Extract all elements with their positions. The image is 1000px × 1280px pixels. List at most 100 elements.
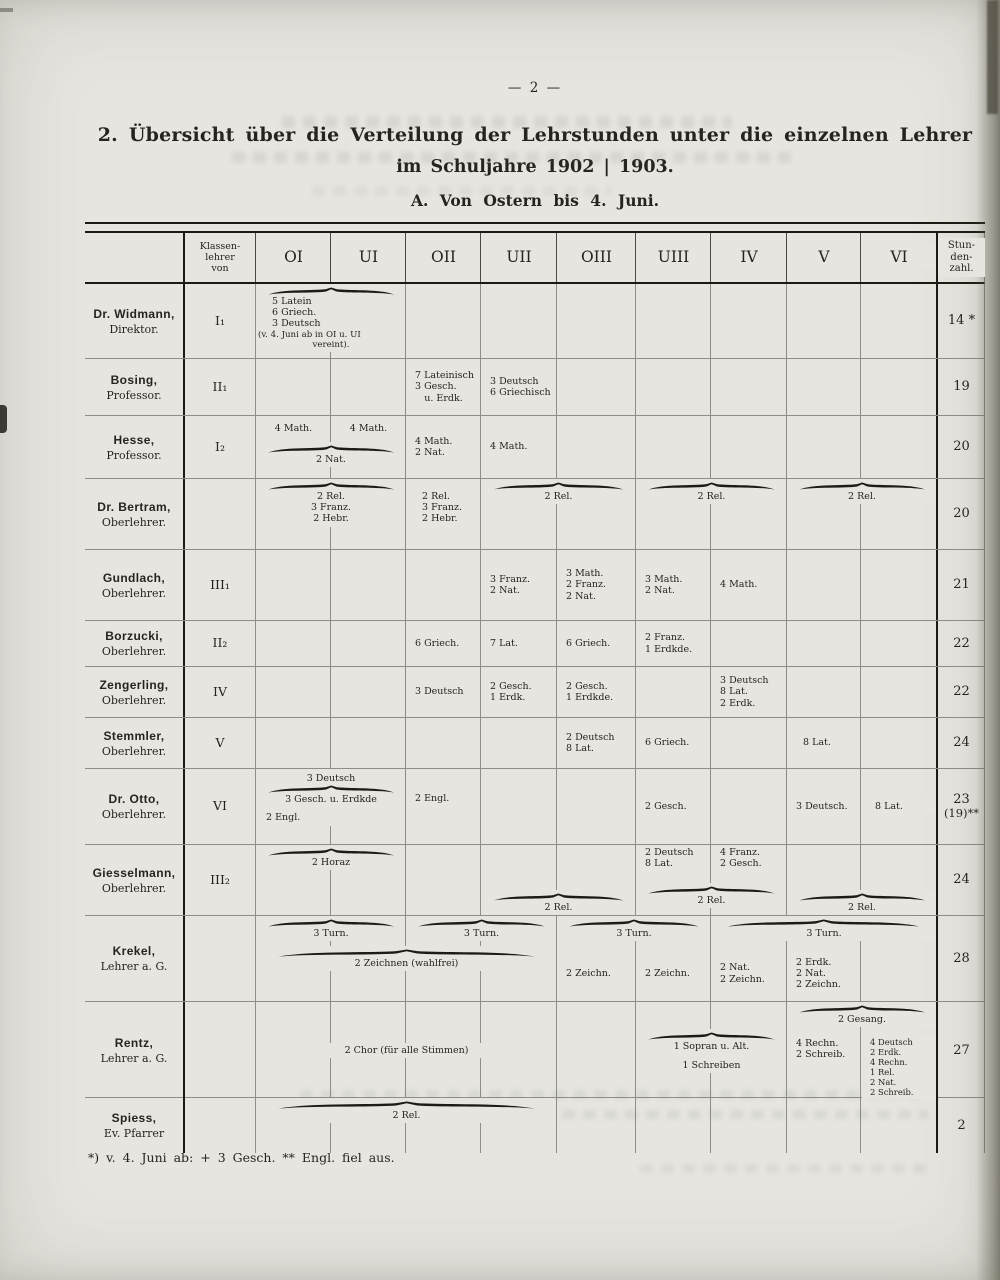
class-assignment: IV <box>185 683 255 702</box>
subject-entry: 2 Zeichn. <box>645 967 690 979</box>
hours-cell: 27 <box>938 1041 985 1060</box>
subject-cell: 2 Gesch. <box>637 798 710 815</box>
brace-joining-classes <box>798 482 926 490</box>
subject-cell: 3 Deutsch 8 Lat. 2 Erdk. <box>712 673 786 711</box>
subject-entry: V <box>818 248 830 267</box>
teacher-name: Hesse, <box>113 432 155 447</box>
subject-entry: 3 Turn. <box>313 928 349 939</box>
teacher-cell: Rentz, Lehrer a. G. <box>85 1002 183 1099</box>
subject-cell: 7 Lat. <box>482 635 556 652</box>
header-class-uiii: UIII <box>637 246 710 269</box>
header-class-oiii: OIII <box>558 246 635 269</box>
class-assignment: II₁ <box>185 378 255 397</box>
teacher-name: Dr. Widmann, <box>93 306 175 321</box>
subject-entry: UIII <box>657 248 690 267</box>
column-line <box>860 284 936 358</box>
subject-entry: 27 <box>953 1043 970 1059</box>
subject-entry: 2 Chor (für alle Stimmen) <box>344 1045 469 1057</box>
subject-entry: 24 <box>953 872 970 888</box>
subject-entry: UI <box>358 248 379 267</box>
column-line <box>480 284 556 358</box>
teacher-cell: Giesselmann, Oberlehrer. <box>85 845 183 915</box>
subject-entry: 3 Gesch. u. Erdkde <box>285 794 377 806</box>
column-line <box>330 359 405 415</box>
subject-entry: 6 Griech. <box>645 737 690 749</box>
header-class-oi: OI <box>257 246 330 269</box>
subject-entry: 2 Franz. <box>566 579 607 591</box>
subject-cell: 2 Gesch. 1 Erdkde. <box>558 678 635 706</box>
table-header-row: Klassen-lehrer von OI UI OII UII OIII UIII IV V VI… <box>85 233 985 284</box>
subject-entry: 6 Griechisch <box>490 387 551 398</box>
subject-entry: IV <box>740 248 758 267</box>
subject-cell: 2 Zeichn. <box>637 965 710 982</box>
subject-entry: den- <box>950 251 973 263</box>
column-line <box>860 718 936 768</box>
brace-joining-classes <box>267 919 395 927</box>
subject-cell: 6 Griech. <box>407 635 480 652</box>
page-edge-dark <box>987 0 998 114</box>
ghost-showthrough <box>640 1164 930 1173</box>
subject-entry: 1 Erdk. <box>490 692 526 703</box>
subject-cell: 2 Nat. <box>257 442 405 468</box>
teacher-name: Giesselmann, <box>92 865 176 880</box>
subject-entry: 2 Erdk. <box>720 697 756 709</box>
hours-cell: 22 <box>938 682 985 701</box>
subject-entry: 2 Rel. <box>697 491 726 502</box>
subject-entry: (19)** <box>943 806 980 821</box>
subject-entry: 2 Zeichn. <box>796 979 841 991</box>
table-top-rule <box>85 222 985 233</box>
subject-cell: 4 Math. <box>332 421 405 437</box>
column-line <box>710 284 786 358</box>
timetable: Klassen-lehrer von OI UI OII UII OIII UIII IV V VI… <box>85 222 985 1153</box>
column-line <box>183 1002 255 1100</box>
subject-entry: 2 Gesch. <box>566 680 608 692</box>
subject-entry: 4 Math. <box>720 579 758 591</box>
subject-entry: 3 Deutsch <box>490 375 539 387</box>
column-line <box>183 1098 255 1153</box>
subject-entry: Stun- <box>947 239 976 251</box>
column-line <box>85 233 183 282</box>
teacher-name: Zengerling, <box>99 677 169 692</box>
teacher-name: Stemmler, <box>103 728 165 743</box>
subject-cell: 3 Math. 2 Nat. <box>637 571 710 599</box>
teacher-role: Lehrer a. G. <box>100 960 168 973</box>
column-line <box>556 284 635 358</box>
subject-entry: 4 Math. <box>415 435 453 447</box>
column-line <box>786 621 860 666</box>
subject-entry: 3 Deutsch <box>272 318 321 330</box>
subject-cell: 2 Deutsch 8 Lat. <box>558 729 635 757</box>
teacher-row: Hesse, Professor. I₂ 4 Math. 4 Math. 2 Nat. 4 … <box>85 416 985 479</box>
subject-entry: 2 Rel. <box>544 901 573 913</box>
column-line <box>860 667 936 717</box>
subject-entry: 2 Rel. <box>848 491 876 502</box>
column-line <box>556 1002 635 1100</box>
subject-entry: 21 <box>953 577 970 593</box>
subject-entry: 2 Erdk. <box>870 1046 902 1057</box>
ink-mark <box>0 405 7 433</box>
teacher-cell: Dr. Otto, Oberlehrer. <box>85 769 183 844</box>
column-line <box>255 718 330 768</box>
subject-entry: 2 Nat. <box>796 967 826 979</box>
subject-cell: 4 Math. 2 Nat. <box>407 433 480 461</box>
brace-joining-classes <box>267 848 395 856</box>
subject-cell: 4 Math. <box>482 439 556 455</box>
subject-cell: 3 Deutsch <box>407 684 480 700</box>
subject-cell: 7 Lateinisch 3 Gesch. u. Erdk. <box>407 368 480 406</box>
teacher-role: Ev. Pfarrer <box>103 1127 165 1140</box>
subject-entry: II₁ <box>212 378 228 394</box>
subject-entry: 3 Deutsch. <box>796 800 848 812</box>
subject-entry: 2 Nat. <box>720 962 750 974</box>
subject-cell: 3 Math. 2 Franz. 2 Nat. <box>558 566 635 604</box>
column-line <box>556 359 635 415</box>
subject-cell: 2 Gesang. <box>788 1002 936 1028</box>
subject-entry: 4 Franz. <box>720 847 761 858</box>
subject-cell: 2 Rel. <box>482 479 635 505</box>
brace-joining-classes <box>726 919 921 927</box>
column-line <box>556 769 635 844</box>
subject-cell: 2 Horaz <box>257 845 405 871</box>
subject-entry: VI <box>890 248 908 267</box>
subject-cell: 2 Gesch. 1 Erdk. <box>482 678 556 706</box>
subject-entry: 2 Gesch. <box>490 680 532 692</box>
column-line <box>480 718 556 768</box>
hours-cell: 23 (19)** <box>938 790 985 823</box>
